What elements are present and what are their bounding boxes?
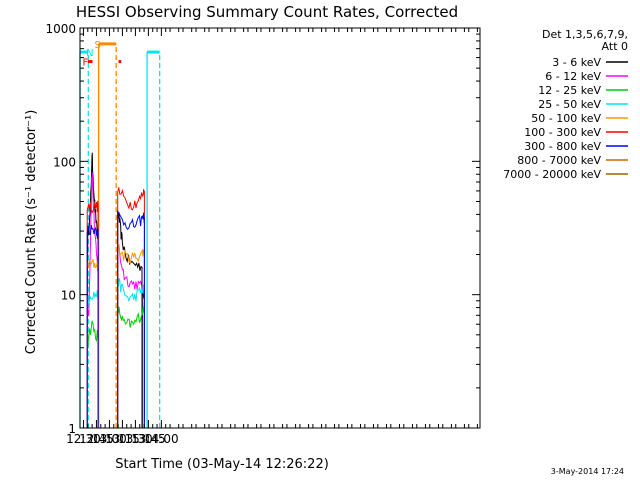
legend-entry-label: 25 - 50 keV xyxy=(538,98,601,111)
flag-label-f: F xyxy=(82,58,88,69)
series-line xyxy=(117,210,145,428)
plot-area: FNS xyxy=(79,40,161,428)
series-line xyxy=(86,258,99,428)
x-tick-label: 13:30 xyxy=(118,432,153,446)
y-tick-label: 100 xyxy=(53,155,76,169)
legend-entry-label: 50 - 100 keV xyxy=(531,112,601,125)
series-line xyxy=(117,243,145,428)
series-line xyxy=(86,172,99,428)
x-tick-label: 12:45 xyxy=(79,432,114,446)
x-tick-label: 12:30 xyxy=(66,432,101,446)
y-axis-label: Corrected Count Rate (s⁻¹ detector⁻¹) xyxy=(24,110,39,355)
legend-entry-label: 7000 - 20000 keV xyxy=(503,168,601,181)
y-tick-label: 1000 xyxy=(45,22,76,36)
x-tick-label: 14:00 xyxy=(144,432,179,446)
flag-label-s: S xyxy=(94,40,100,51)
x-tick-label: 13:00 xyxy=(92,432,127,446)
series-line xyxy=(86,152,99,428)
series-line xyxy=(117,243,145,428)
flag-label-n: N xyxy=(86,48,93,59)
legend-entry-label: 800 - 7000 keV xyxy=(517,154,601,167)
legend-entry-label: 300 - 800 keV xyxy=(524,140,601,153)
plot-frame xyxy=(79,27,481,429)
series-line xyxy=(86,290,99,428)
y-tick-label: 10 xyxy=(61,289,76,303)
series-line xyxy=(86,320,99,428)
series-line xyxy=(86,224,99,428)
chart-title: HESSI Observing Summary Count Rates, Cor… xyxy=(76,3,458,21)
series-line xyxy=(117,187,145,428)
series-line xyxy=(117,211,143,428)
series-line xyxy=(117,302,145,428)
x-axis-label: Start Time (03-May-14 12:26:22) xyxy=(115,457,329,472)
legend-header: Att 0 xyxy=(602,40,628,53)
legend-entry-label: 3 - 6 keV xyxy=(552,56,601,69)
legend-entry-label: 100 - 300 keV xyxy=(524,126,601,139)
legend-entry-label: 6 - 12 keV xyxy=(545,70,601,83)
series-line xyxy=(117,278,145,428)
series-line xyxy=(86,200,99,428)
legend-header: Det 1,3,5,6,7,9, xyxy=(542,28,628,41)
footer-date: 3-May-2014 17:24 xyxy=(551,467,624,476)
x-tick-label: 13:45 xyxy=(131,432,166,446)
x-tick-label: 13:15 xyxy=(105,432,140,446)
legend-entry-label: 12 - 25 keV xyxy=(538,84,601,97)
y-tick-label: 1 xyxy=(68,422,76,436)
